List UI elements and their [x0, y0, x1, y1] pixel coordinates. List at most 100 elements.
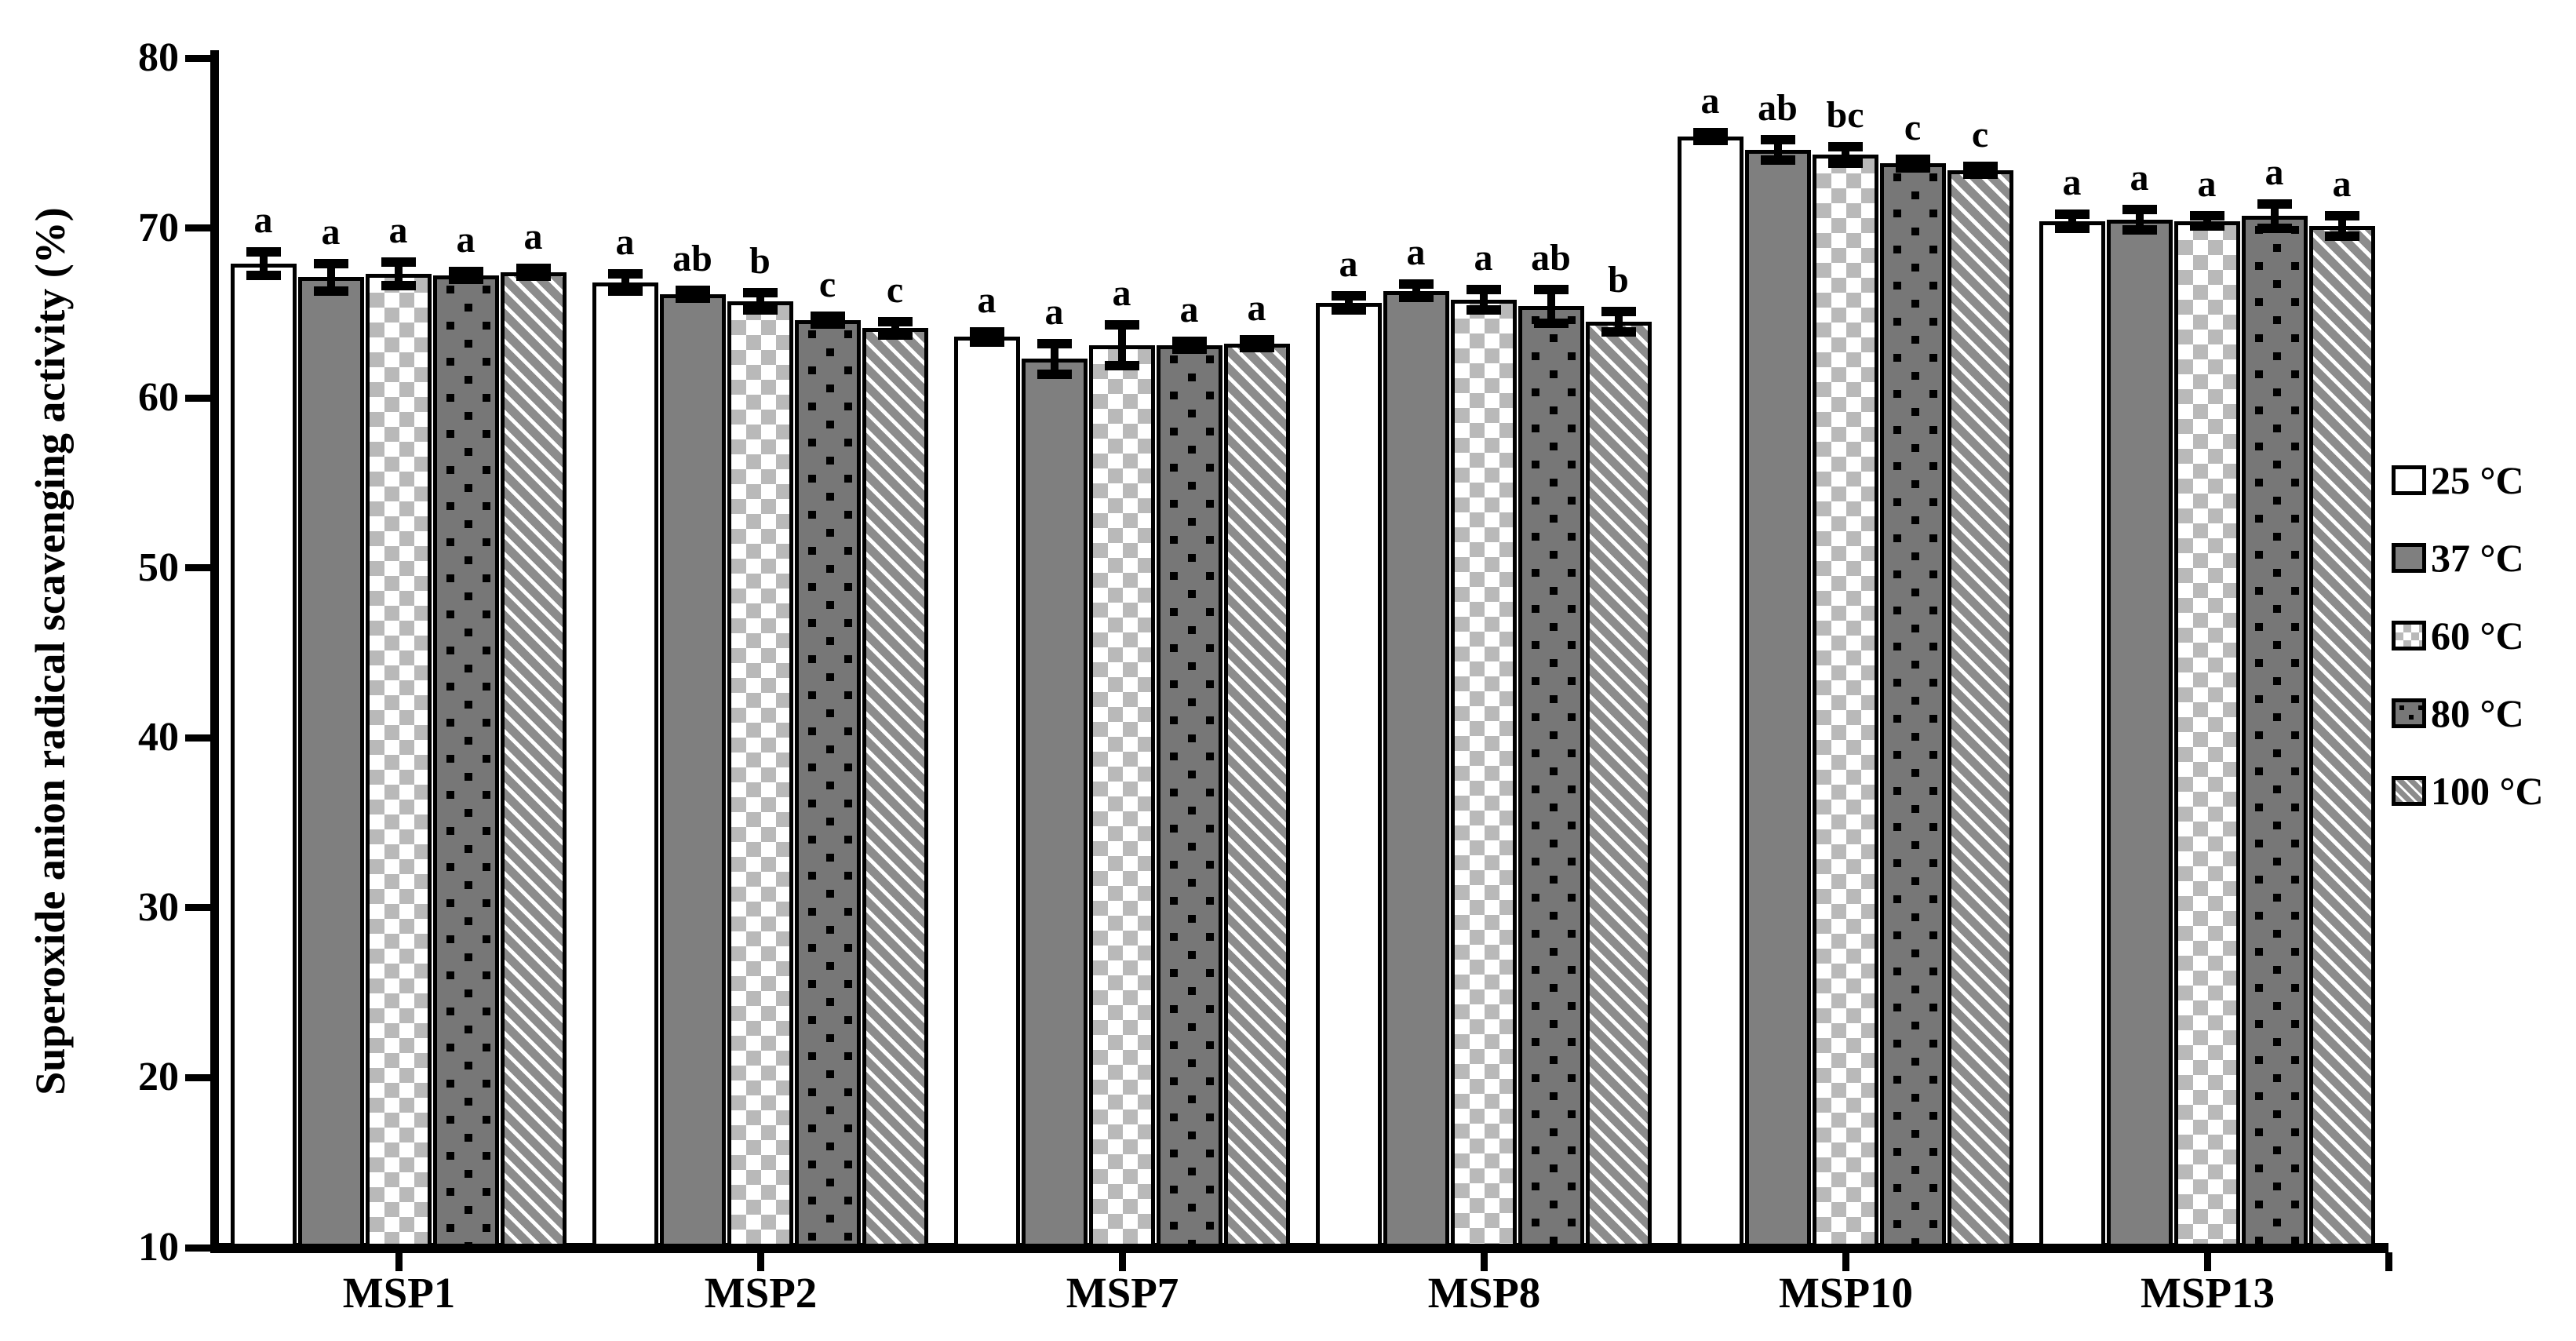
error-bar-bottom-cap [246, 271, 281, 281]
bar-msp13-80°C: a [2241, 154, 2308, 1248]
error-bar-bottom-cap [1331, 304, 1366, 315]
bar-rect [365, 274, 432, 1248]
error-bar-stem [1614, 311, 1623, 332]
bar-rect [659, 294, 726, 1248]
bar-msp13-25°C: a [2039, 164, 2105, 1248]
bar-rect [862, 328, 928, 1248]
bar-rect [432, 275, 499, 1248]
error-bar-bottom-cap [1398, 293, 1434, 303]
significance-letter: a [1700, 79, 1720, 122]
error-bar-stem [2135, 209, 2144, 230]
bar-rect [230, 264, 297, 1248]
error-bar-bottom-cap [2054, 223, 2090, 233]
bar-msp7-25°C: a [953, 281, 1020, 1248]
error-bar-bottom-cap [810, 319, 845, 329]
significance-letter: a [1179, 288, 1199, 330]
error-bar-stem [2068, 214, 2076, 228]
bar-rect [2308, 226, 2375, 1248]
error-bar-stem [326, 264, 335, 291]
bar-msp8-80°C: ab [1518, 239, 1584, 1248]
x-category-label-msp7: MSP7 [1066, 1269, 1179, 1317]
y-tick-label: 80 [138, 35, 179, 80]
error-bar-bottom-cap [1466, 304, 1501, 315]
significance-letter: a [1112, 272, 1131, 315]
bar-rect [1156, 345, 1222, 1248]
bar-rect [953, 337, 1020, 1248]
error-bar-stem [1773, 139, 1782, 160]
bar-msp10-100°C: c [1947, 115, 2013, 1248]
significance-letter: a [1474, 236, 1493, 279]
error-bar-bottom-cap [1239, 342, 1274, 352]
significance-letter: c [1904, 106, 1922, 148]
error-bar-stem [1117, 325, 1126, 366]
error-bar-bottom-cap [1760, 155, 1795, 165]
error-bar-stem [1841, 146, 1849, 164]
significance-letter: a [456, 219, 475, 261]
error-bar-top-cap [313, 259, 348, 269]
bar-msp1-37°C: a [297, 213, 364, 1248]
y-tick-label: 30 [138, 884, 179, 930]
bar-group-msp2: a ab b c c [592, 58, 930, 1248]
bar-group-msp8: a a a ab b [1315, 58, 1653, 1248]
bar-msp2-60°C: b [727, 242, 793, 1248]
bar-msp10-60°C: bc [1812, 96, 1878, 1248]
error-bar-bottom-cap [448, 275, 483, 285]
y-tick-mark [185, 224, 210, 232]
legend-item-100°C: 100 °C [2392, 769, 2544, 813]
significance-letter: a [321, 211, 341, 253]
error-bar-bottom-cap [877, 330, 913, 341]
legend-label: 37 °C [2431, 536, 2524, 580]
y-tick-mark [185, 904, 210, 912]
y-tick-label: 50 [138, 545, 179, 590]
bar-group-msp10: a ab bc c c [1677, 58, 2015, 1248]
legend-label: 100 °C [2431, 769, 2544, 813]
bar-msp1-25°C: a [230, 201, 297, 1248]
error-bar-stem [1479, 289, 1488, 310]
bar-msp13-100°C: a [2308, 166, 2375, 1248]
bar-msp8-100°C: b [1585, 261, 1652, 1248]
significance-letter: a [388, 209, 408, 251]
x-tick-mark [757, 1252, 764, 1271]
error-bar-stem [1412, 284, 1420, 298]
bar-rect [2173, 220, 2240, 1248]
x-tick-mark [395, 1252, 403, 1271]
bar-msp10-80°C: c [1879, 108, 1946, 1248]
significance-letter: a [253, 199, 273, 241]
error-bar-top-cap [1692, 127, 1728, 137]
bar-msp8-25°C: a [1315, 246, 1382, 1248]
x-tick-mark [1119, 1252, 1126, 1271]
bar-msp7-100°C: a [1223, 289, 1290, 1248]
error-bar-stem [1344, 296, 1353, 310]
y-tick-mark [185, 394, 210, 402]
error-bar-stem [621, 274, 629, 291]
significance-letter: bc [1826, 93, 1864, 136]
error-bar-top-cap [607, 269, 643, 279]
error-bar-top-cap [1171, 336, 1207, 346]
error-bar-top-cap [1827, 141, 1863, 151]
error-bar-top-cap [516, 263, 551, 273]
significance-letter: c [818, 263, 836, 305]
significance-letter: a [615, 221, 635, 264]
y-tick-mark [185, 1073, 210, 1081]
significance-letter: a [1044, 290, 1064, 333]
bar-rect [1585, 321, 1652, 1248]
error-bar-stem [1050, 343, 1058, 374]
error-bar-stem [756, 292, 764, 310]
bar-rect [1223, 343, 1290, 1248]
error-bar-top-cap [381, 257, 416, 267]
error-bar-top-cap [1239, 334, 1274, 344]
significance-letter: c [886, 268, 904, 311]
error-bar-top-cap [1331, 291, 1366, 301]
error-bar-top-cap [1104, 320, 1139, 330]
significance-letter: a [1247, 286, 1266, 329]
bar-msp10-25°C: a [1677, 82, 1743, 1248]
y-tick-mark [185, 54, 210, 62]
y-axis-line [210, 50, 219, 1252]
error-bar-top-cap [1601, 306, 1636, 316]
error-bar-bottom-cap [2324, 231, 2359, 242]
legend-item-60°C: 60 °C [2392, 614, 2544, 658]
error-bar-top-cap [1037, 338, 1072, 348]
bar-msp13-60°C: a [2173, 166, 2240, 1248]
